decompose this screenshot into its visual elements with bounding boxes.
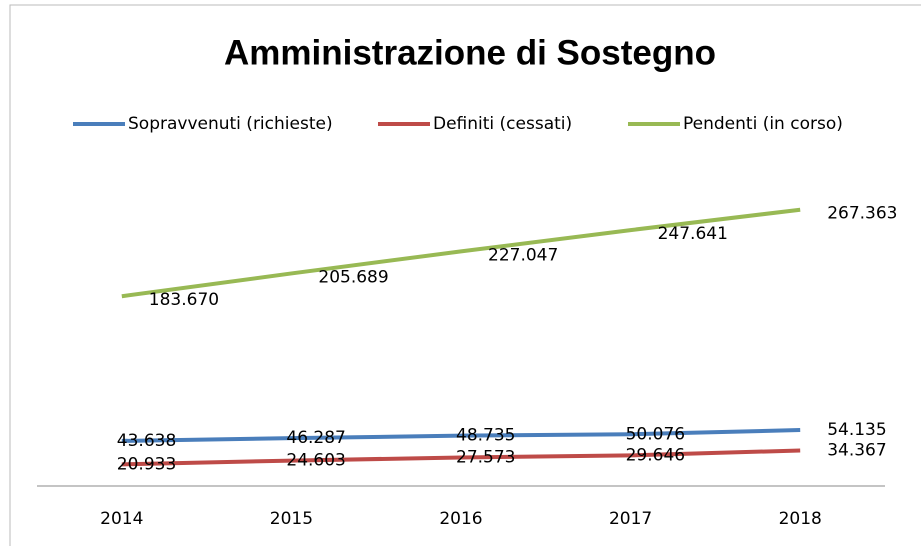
data-label: 54.135: [827, 420, 886, 440]
data-label: 34.367: [827, 440, 886, 460]
data-label: 267.363: [827, 204, 897, 224]
data-label: 29.646: [626, 445, 685, 465]
data-label: 50.076: [626, 424, 685, 444]
data-label: 247.641: [658, 224, 728, 244]
legend-label: Sopravvenuti (richieste): [128, 114, 333, 134]
data-label: 27.573: [456, 448, 515, 468]
x-tick-label: 2017: [609, 509, 652, 529]
series-line: [121, 207, 801, 299]
data-label: 183.670: [149, 290, 219, 310]
data-label: 205.689: [318, 267, 388, 287]
x-tick-label: 2018: [779, 509, 822, 529]
series-line: [121, 448, 801, 467]
data-label: 43.638: [117, 431, 176, 451]
data-label: 46.287: [286, 428, 345, 448]
series-line: [121, 428, 801, 443]
data-label: 20.933: [117, 454, 176, 474]
data-label: 227.047: [488, 245, 558, 265]
x-tick-label: 2014: [100, 509, 143, 529]
x-tick-label: 2016: [439, 509, 482, 529]
data-label: 48.735: [456, 426, 515, 446]
legend-label: Pendenti (in corso): [683, 114, 843, 134]
chart-title: Amministrazione di Sostegno: [224, 33, 716, 72]
x-tick-label: 2015: [270, 509, 313, 529]
legend-label: Definiti (cessati): [433, 114, 572, 134]
data-label: 24.603: [286, 451, 345, 471]
